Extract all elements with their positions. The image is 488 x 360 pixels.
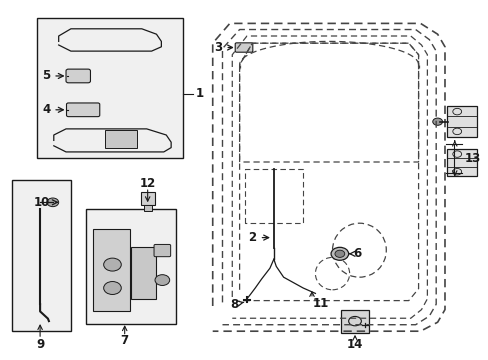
FancyBboxPatch shape [144,205,151,211]
Text: 9: 9 [36,338,44,351]
Text: 5: 5 [42,69,63,82]
Text: 1: 1 [195,87,203,100]
FancyBboxPatch shape [447,149,476,176]
FancyBboxPatch shape [131,247,155,299]
FancyBboxPatch shape [341,310,368,333]
Text: 14: 14 [346,338,363,351]
FancyBboxPatch shape [235,43,252,52]
FancyBboxPatch shape [105,130,137,148]
FancyBboxPatch shape [85,209,176,324]
Circle shape [155,275,169,285]
FancyBboxPatch shape [66,103,100,117]
FancyBboxPatch shape [93,229,129,311]
Circle shape [103,282,121,294]
Text: 8: 8 [229,298,243,311]
Text: 4: 4 [42,103,63,116]
FancyBboxPatch shape [154,244,170,257]
Circle shape [103,258,121,271]
Text: 6: 6 [349,247,361,260]
FancyBboxPatch shape [37,18,183,158]
Text: 10: 10 [34,196,57,209]
Text: 11: 11 [312,297,328,310]
FancyBboxPatch shape [66,69,90,83]
FancyBboxPatch shape [141,192,154,205]
Circle shape [47,198,59,207]
Text: 13: 13 [464,152,480,165]
Text: 7: 7 [121,334,128,347]
FancyBboxPatch shape [447,106,476,137]
Text: 2: 2 [248,231,268,244]
Circle shape [334,250,344,257]
Text: 3: 3 [214,41,232,54]
Circle shape [330,247,348,260]
FancyBboxPatch shape [12,180,71,331]
Circle shape [432,118,442,125]
Text: 12: 12 [139,177,156,190]
